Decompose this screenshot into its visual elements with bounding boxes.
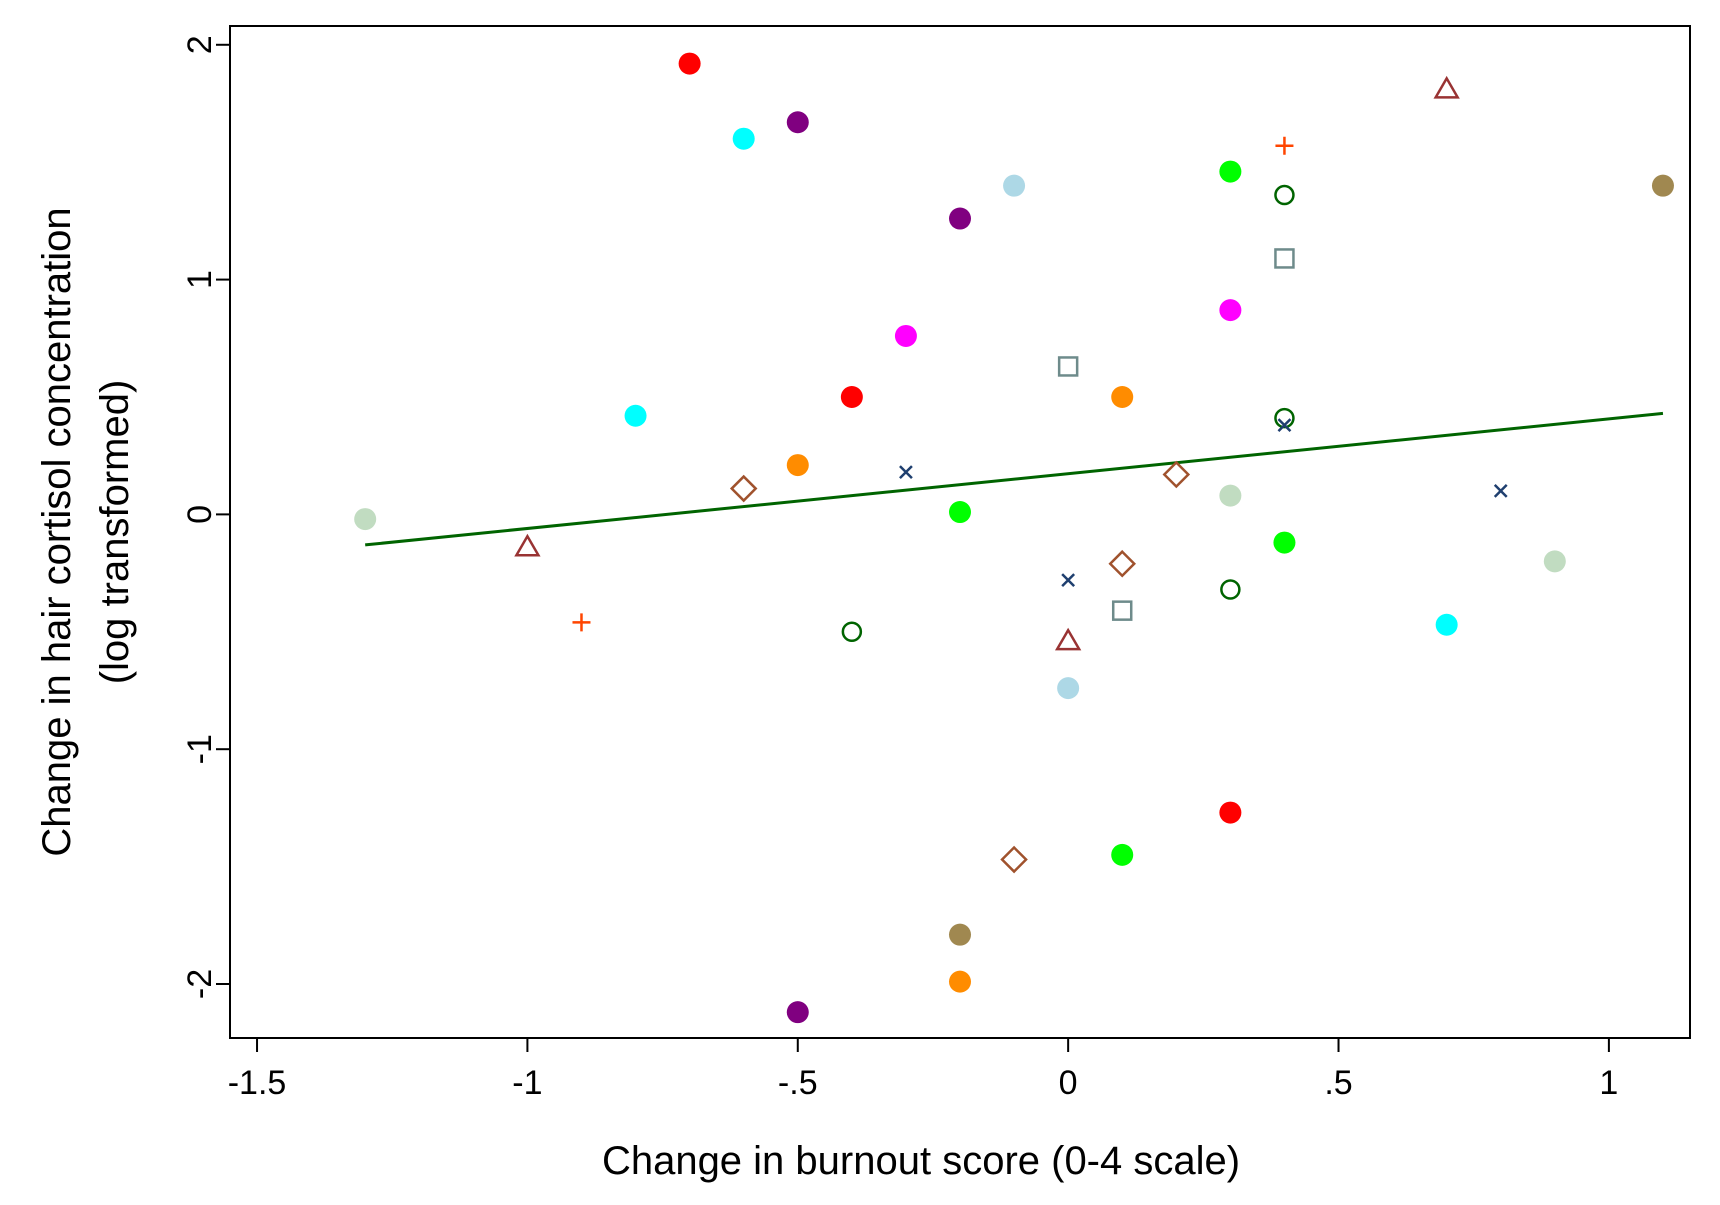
point-hollow-circle bbox=[1274, 407, 1295, 429]
point-diamond bbox=[729, 474, 758, 503]
point-dot bbox=[624, 404, 647, 427]
point-square bbox=[1057, 356, 1079, 377]
y-tick-label: 2 bbox=[181, 35, 219, 54]
point-hollow-circle bbox=[1274, 184, 1295, 206]
point-hollow-circle bbox=[1220, 579, 1241, 600]
point-dot bbox=[949, 970, 971, 993]
y-axis-title-line1: Change in hair cortisol concentration bbox=[35, 207, 79, 856]
x-tick-label: 1 bbox=[1599, 1064, 1618, 1102]
point-dot bbox=[732, 127, 755, 150]
y-tick-label: -1 bbox=[181, 734, 219, 764]
point-dot bbox=[1651, 174, 1674, 197]
point-triangle bbox=[1054, 627, 1082, 651]
fit-line-layer bbox=[365, 411, 1664, 547]
point-dot bbox=[1111, 385, 1134, 408]
point-dot bbox=[354, 508, 377, 531]
point-dot bbox=[1543, 550, 1566, 573]
point-diamond bbox=[1162, 460, 1191, 489]
point-dot bbox=[786, 111, 809, 134]
point-triangle bbox=[514, 533, 541, 557]
point-dot bbox=[949, 501, 971, 524]
y-tick-label: 1 bbox=[181, 270, 219, 289]
y-axis-title-line2: (log transformed) bbox=[93, 380, 137, 685]
y-axis: -2 -1 0 1 2 bbox=[181, 35, 230, 999]
point-x bbox=[1493, 484, 1508, 498]
x-tick-label: -1 bbox=[512, 1064, 542, 1102]
point-dot bbox=[1273, 531, 1296, 554]
x-tick-label: -.5 bbox=[778, 1064, 818, 1102]
point-x bbox=[1061, 573, 1076, 588]
point-x bbox=[899, 465, 913, 480]
y-tick-label: -2 bbox=[181, 969, 219, 999]
point-dot bbox=[894, 324, 917, 347]
point-dot bbox=[840, 385, 863, 408]
point-plus bbox=[572, 613, 591, 632]
point-square bbox=[1274, 248, 1295, 269]
point-dot bbox=[1219, 484, 1242, 507]
point-dot bbox=[1219, 299, 1242, 322]
points-layer bbox=[354, 52, 1674, 1024]
point-diamond bbox=[1000, 845, 1028, 874]
point-triangle bbox=[1433, 75, 1460, 99]
point-dot bbox=[949, 207, 971, 230]
x-tick-label: .5 bbox=[1324, 1064, 1352, 1102]
point-diamond bbox=[1108, 549, 1136, 578]
point-dot bbox=[1111, 843, 1134, 866]
point-dot bbox=[786, 454, 809, 477]
point-plus bbox=[1275, 136, 1294, 155]
point-square bbox=[1111, 600, 1133, 621]
point-dot bbox=[1057, 677, 1080, 700]
point-x bbox=[1277, 418, 1292, 433]
point-hollow-circle bbox=[841, 621, 863, 643]
x-tick-label: -1.5 bbox=[228, 1064, 287, 1102]
point-dot bbox=[1435, 613, 1458, 636]
point-dot bbox=[949, 923, 971, 946]
plot-area-frame bbox=[229, 25, 1691, 1039]
point-dot bbox=[1219, 160, 1242, 183]
point-dot bbox=[786, 1001, 809, 1024]
x-axis-title: Change in burnout score (0-4 scale) bbox=[602, 1139, 1240, 1183]
point-dot bbox=[678, 52, 701, 75]
x-tick-label: 0 bbox=[1059, 1064, 1078, 1102]
x-axis: -1.5 -1 -.5 0 .5 1 bbox=[228, 1038, 1618, 1102]
point-dot bbox=[1219, 801, 1242, 824]
y-tick-label: 0 bbox=[181, 505, 219, 524]
fit-line bbox=[365, 411, 1664, 547]
point-dot bbox=[1003, 174, 1026, 197]
